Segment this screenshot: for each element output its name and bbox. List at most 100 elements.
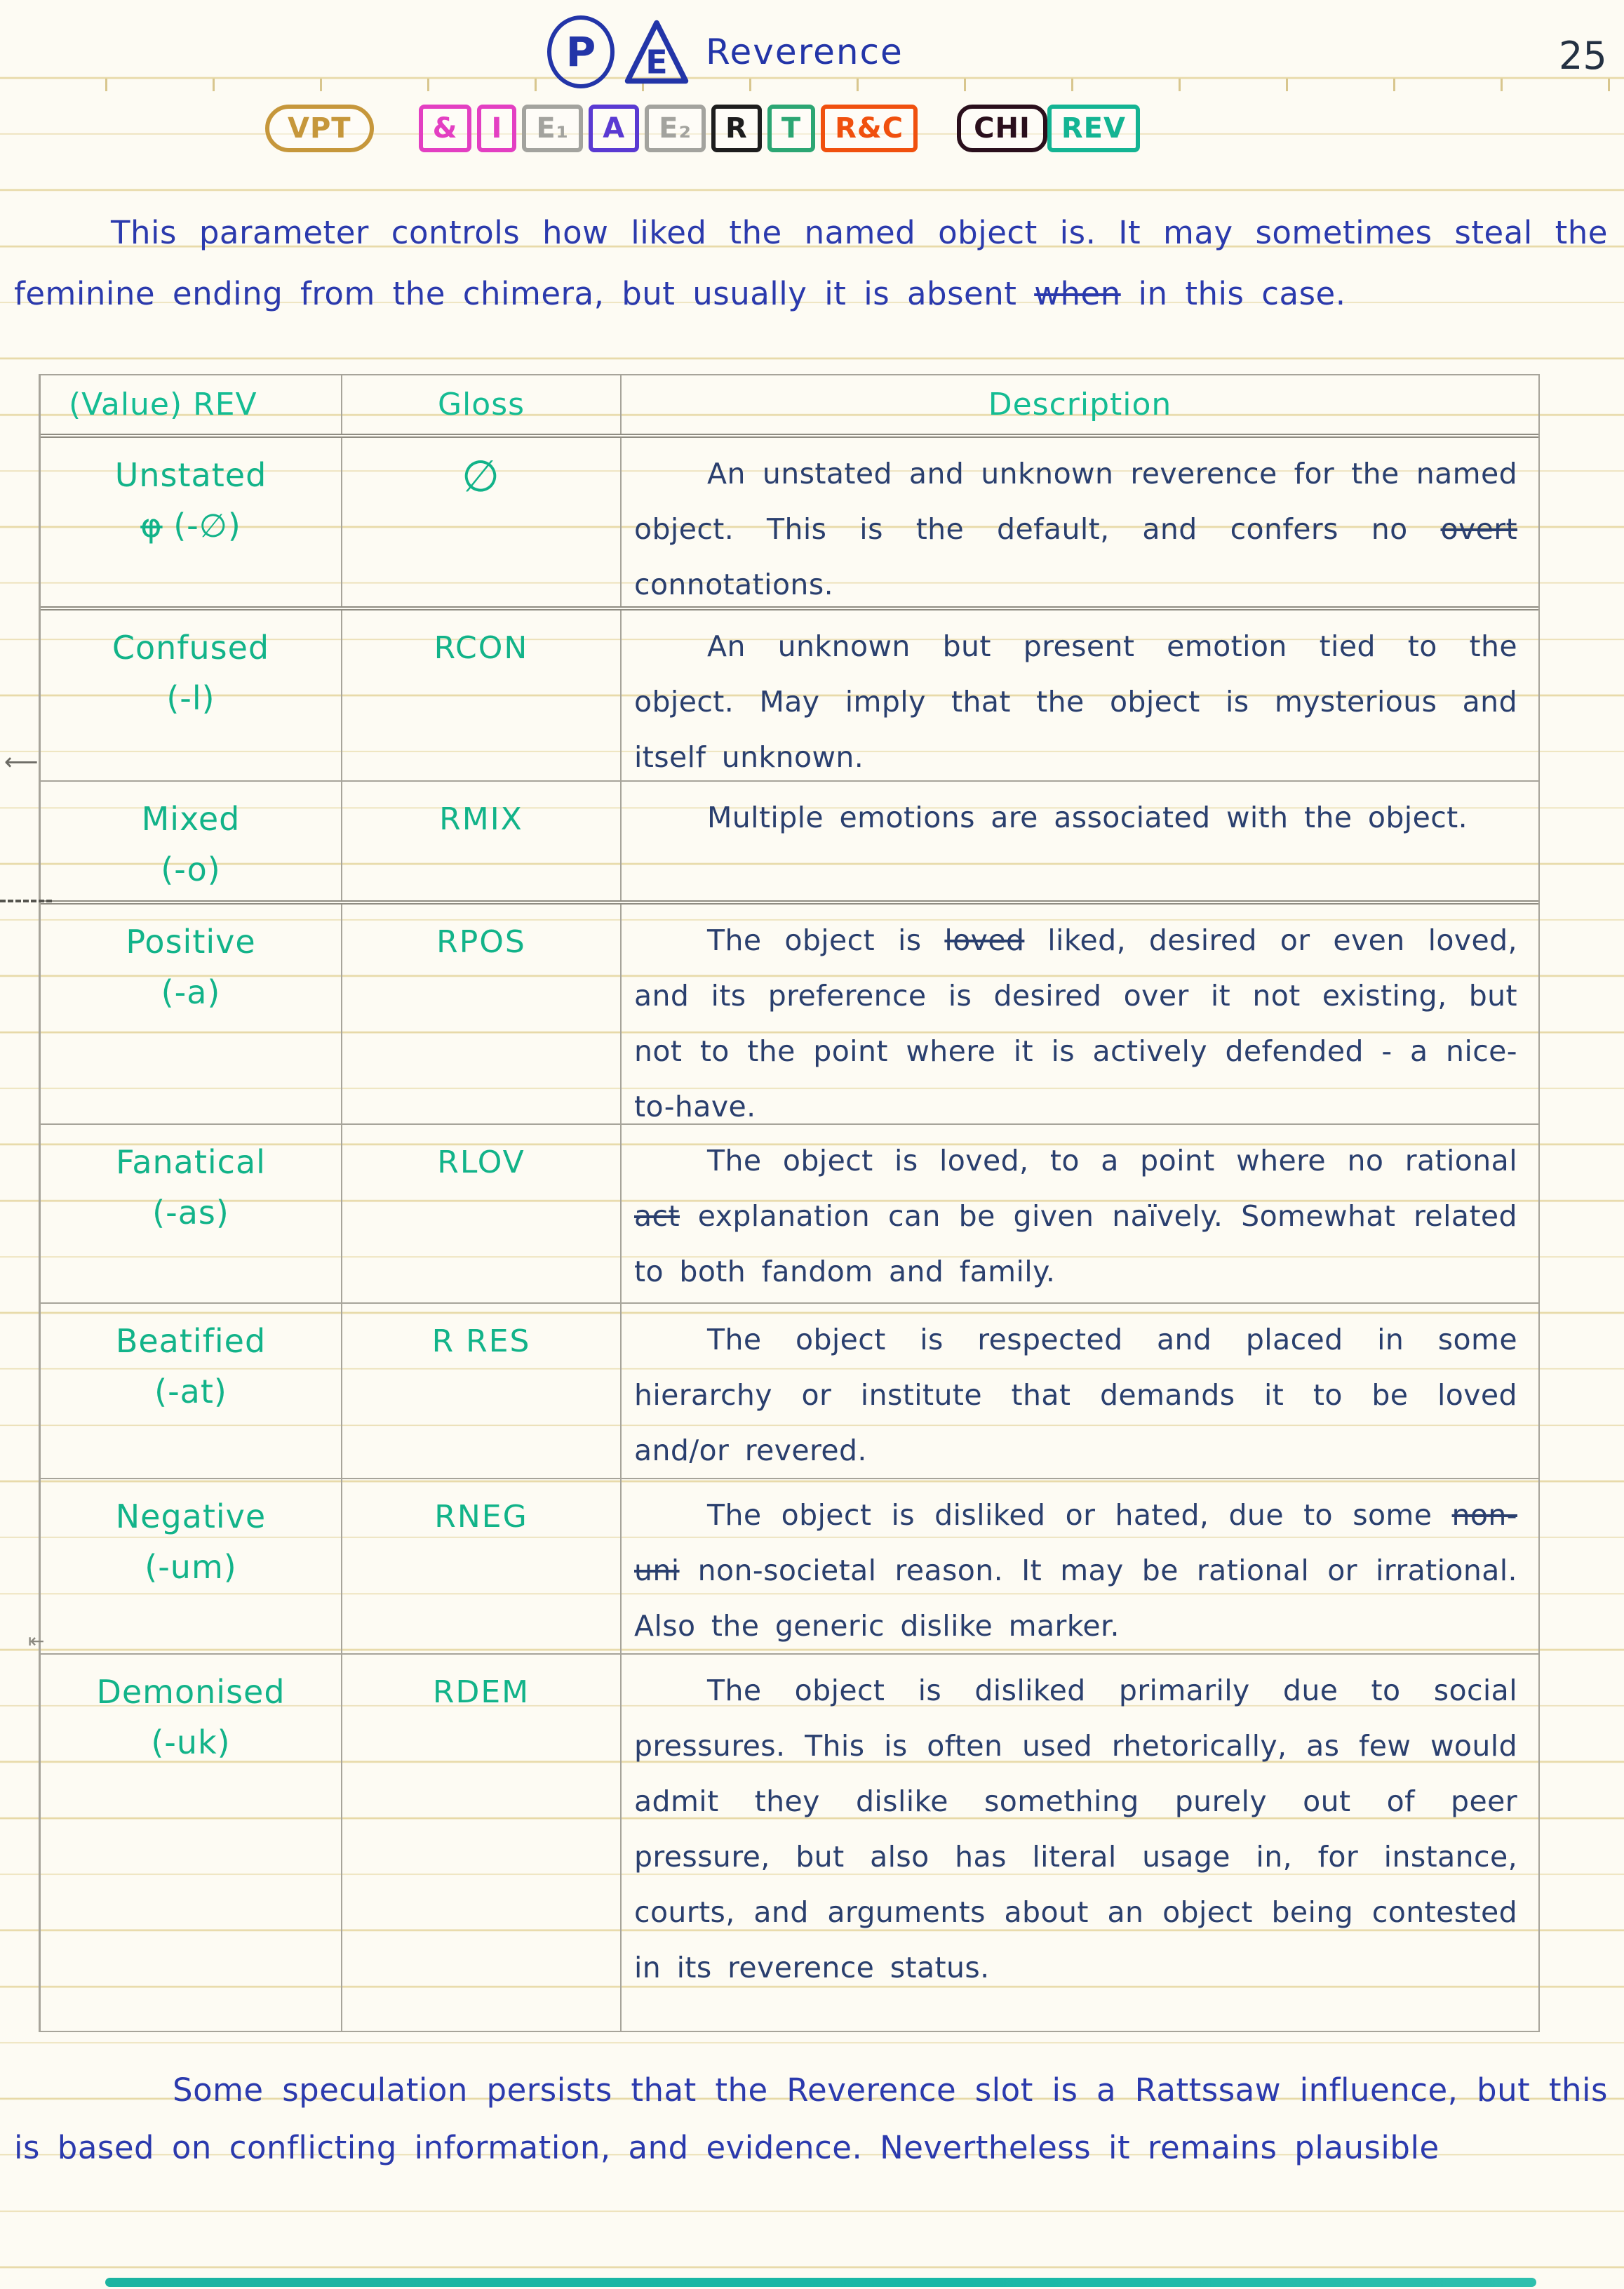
badge-r: R	[711, 105, 762, 152]
badge-ampersand: &	[418, 105, 472, 152]
gloss-cell: RCON	[342, 610, 622, 780]
value-suffix: (-a)	[161, 973, 221, 1012]
badge-row: VPT & I E₁ A E₂ R T R&C CHI REV	[265, 102, 1146, 154]
description-cell: An unstated and unknown reverence for th…	[622, 438, 1538, 606]
value-suffix: (-l)	[166, 679, 215, 717]
text-segment: The object is disliked primarily due to …	[634, 1674, 1517, 1985]
value-cell: Unstated φ (-∅)	[41, 437, 342, 606]
value-suffix: (-o)	[161, 850, 221, 888]
text-segment: Some speculation persists that the Rever…	[14, 2071, 1608, 2166]
description-cell: The object is loved, to a point where no…	[622, 1125, 1538, 1302]
table-row-demonised: Demonised (-uk) RDEM The object is disli…	[41, 1655, 1538, 2031]
badge-e2: E₂	[645, 105, 706, 152]
value-name: Mixed	[141, 799, 241, 838]
description-cell: The object is respected and placed in so…	[622, 1304, 1538, 1478]
text-segment: Multiple emotions are associated with th…	[707, 800, 1468, 834]
text-segment: explanation can be given naïvely. Somewh…	[634, 1199, 1517, 1289]
badge-vpt: VPT	[265, 105, 374, 152]
intro-paragraph: This parameter controls how liked the na…	[14, 202, 1608, 324]
text-segment: The object is disliked or hated, due to …	[707, 1498, 1452, 1533]
text-segment: An unstated and unknown reverence for th…	[634, 456, 1517, 546]
badge-rev: REV	[1047, 105, 1140, 152]
p-circle-letter: P	[565, 28, 596, 76]
value-cell: Negative (-um)	[41, 1479, 342, 1654]
bottom-page-edge	[105, 2278, 1536, 2287]
p-circle-icon: P	[547, 15, 615, 88]
description-cell: An unknown but present emotion tied to t…	[622, 610, 1538, 780]
text-segment: The object is respected and placed in so…	[634, 1323, 1517, 1468]
value-name: Demonised	[96, 1673, 286, 1711]
text-segment: This parameter controls how liked the na…	[14, 214, 1608, 312]
description-cell: The object is disliked primarily due to …	[622, 1655, 1538, 2031]
margin-arrow-icon: ⟵	[4, 748, 39, 776]
table-row-beatified: Beatified (-at) R RES The object is resp…	[41, 1304, 1538, 1480]
value-cell: Confused (-l)	[41, 610, 342, 780]
table-row-mixed: Mixed (-o) RMIX Multiple emotions are as…	[41, 781, 1538, 905]
badge-a: A	[589, 105, 640, 152]
text-segment: The object is loved, to a point where no…	[707, 1144, 1517, 1178]
header-description: Description	[988, 387, 1172, 422]
gloss-cell: RLOV	[342, 1125, 622, 1303]
value-suffix: (-as)	[152, 1194, 229, 1232]
value-cell: Beatified (-at)	[41, 1304, 342, 1479]
page-number: 25	[1559, 34, 1607, 78]
value-name: Negative	[115, 1497, 267, 1536]
page-header: P E Reverence	[547, 10, 904, 94]
struck-text: when	[1034, 275, 1121, 312]
description-cell: The object is disliked or hated, due to …	[622, 1479, 1538, 1653]
footer-paragraph: Some speculation persists that the Rever…	[14, 2062, 1608, 2177]
header-value: (Value) REV	[41, 375, 342, 434]
text-segment: liked, desired or even loved, and its pr…	[634, 923, 1517, 1124]
value-cell: Positive (-a)	[41, 905, 342, 1124]
table-row-positive: Positive (-a) RPOS The object is loved l…	[41, 905, 1538, 1126]
text-segment: The object is	[707, 923, 945, 958]
value-name: Positive	[126, 923, 256, 961]
badge-i: I	[477, 105, 517, 152]
table-row-unstated: Unstated φ (-∅) ∅ An unstated and unknow…	[41, 437, 1538, 610]
text-segment: connotations.	[634, 567, 834, 601]
badge-e1: E₁	[522, 105, 584, 152]
struck-text: overt	[1440, 512, 1517, 546]
gloss-cell: RNEG	[342, 1479, 622, 1654]
margin-tick-icon: ⇤	[28, 1629, 45, 1653]
value-cell: Demonised (-uk)	[41, 1655, 342, 2031]
struck-text: loved	[944, 923, 1025, 958]
value-suffix: (-um)	[145, 1548, 237, 1587]
text-segment: in this case.	[1120, 275, 1346, 312]
header-gloss: Gloss	[342, 375, 622, 434]
value-name: Fanatical	[116, 1143, 266, 1182]
table-row-confused: Confused (-l) RCON An unknown but presen…	[41, 610, 1538, 782]
value-suffix: (-uk)	[151, 1723, 231, 1762]
badge-chi: CHI	[957, 105, 1047, 152]
page-title: Reverence	[706, 32, 904, 72]
description-cell: The object is loved liked, desired or ev…	[622, 905, 1538, 1123]
table-header-row: (Value) REV Gloss Description	[41, 375, 1538, 438]
badge-rc: R&C	[821, 105, 918, 152]
e-triangle-letter: E	[645, 44, 667, 81]
value-suffix: (-at)	[154, 1373, 227, 1411]
gloss-cell: RPOS	[342, 905, 622, 1124]
description-cell: Multiple emotions are associated with th…	[622, 782, 1538, 900]
value-name: Beatified	[115, 1322, 267, 1361]
text-segment: An unknown but present emotion tied to t…	[634, 629, 1517, 774]
struck-text: act	[634, 1199, 680, 1234]
gloss-cell: RDEM	[342, 1655, 622, 2031]
struck-text: φ	[140, 506, 163, 545]
table-row-negative: Negative (-um) RNEG The object is dislik…	[41, 1479, 1538, 1655]
table-row-fanatical: Fanatical (-as) RLOV The object is loved…	[41, 1125, 1538, 1304]
value-cell: Mixed (-o)	[41, 781, 342, 901]
value-name: Unstated	[114, 455, 267, 494]
text-segment: non-societal reason. It may be rational …	[634, 1554, 1517, 1643]
struck-text: non-uni	[634, 1498, 1517, 1588]
text-segment: (-∅)	[162, 506, 241, 545]
badge-t: T	[767, 105, 816, 152]
value-cell: Fanatical (-as)	[41, 1125, 342, 1303]
value-name: Confused	[112, 628, 270, 667]
gloss-cell: ∅	[342, 437, 622, 606]
margin-dash-mark	[0, 900, 52, 902]
ruled-line-ticks	[0, 79, 1624, 91]
gloss-cell: R RES	[342, 1304, 622, 1479]
value-suffix: φ (-∅)	[140, 507, 241, 545]
e-triangle-icon: E	[624, 20, 689, 84]
